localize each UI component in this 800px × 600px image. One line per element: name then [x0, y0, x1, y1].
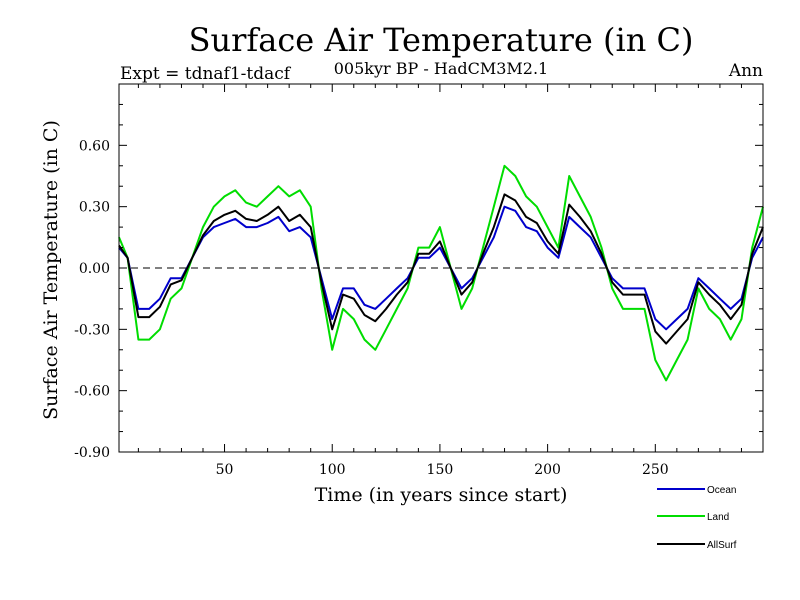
x-axis: 50 100 150 200 250 — [137, 84, 742, 478]
y-axis: -0.90 -0.60 -0.30 0.00 0.30 0.60 — [74, 103, 763, 461]
y-tick-label: 0.60 — [79, 138, 110, 154]
x-tick-label: 250 — [642, 462, 669, 478]
legend-label-land: Land — [707, 512, 729, 523]
y-tick-label: -0.30 — [74, 322, 110, 338]
x-tick-label: 100 — [319, 462, 346, 478]
y-tick-label: 0.30 — [79, 200, 110, 216]
legend: Ocean Land AllSurf — [657, 485, 737, 551]
experiment-label: Expt = tdnaf1-tdacf — [120, 64, 292, 84]
series-line-allsurf — [118, 193, 764, 345]
series-line-ocean — [118, 205, 764, 331]
chart-title: Surface Air Temperature (in C) — [189, 21, 694, 59]
y-tick-label: 0.00 — [79, 261, 110, 277]
chart-subtitle: 005kyr BP - HadCM3M2.1 — [334, 59, 548, 78]
x-axis-label: Time (in years since start) — [315, 484, 568, 506]
y-tick-label: -0.60 — [74, 384, 110, 400]
series-layer — [118, 164, 764, 382]
y-tick-label: -0.90 — [74, 445, 110, 461]
x-tick-label: 50 — [216, 462, 234, 478]
legend-label-ocean: Ocean — [707, 485, 736, 496]
x-tick-label: 200 — [534, 462, 561, 478]
y-axis-label: Surface Air Temperature (in C) — [40, 120, 62, 420]
x-tick-label: 150 — [427, 462, 454, 478]
legend-label-allsurf: AllSurf — [707, 540, 737, 551]
series-line-land — [118, 164, 764, 382]
period-label: Ann — [728, 61, 763, 81]
